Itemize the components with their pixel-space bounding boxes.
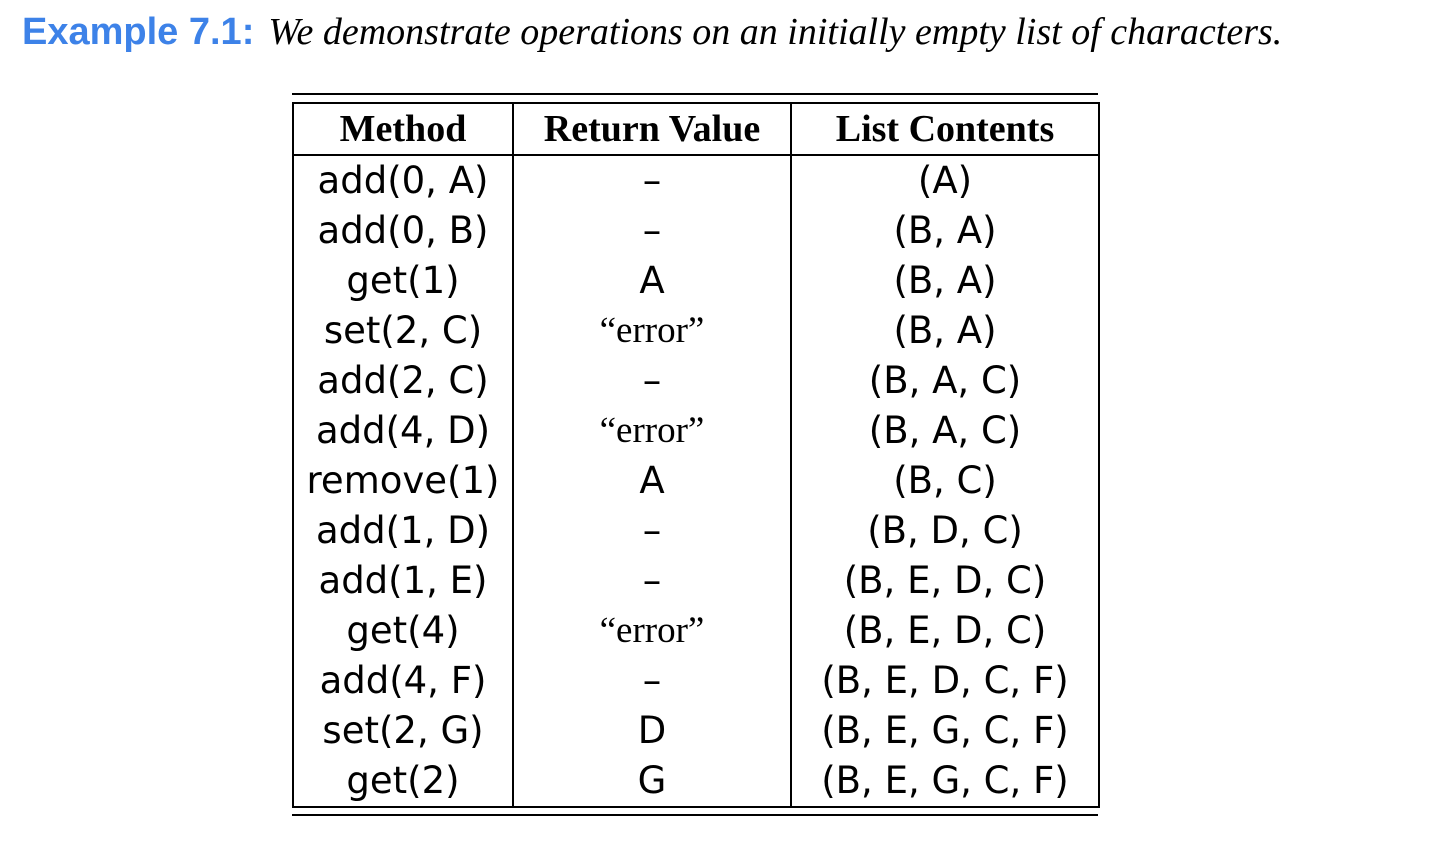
return-value-cell: – [512,155,792,206]
method-cell: remove(1) [292,456,514,506]
method-cell: add(4, F) [292,656,514,706]
method-cell: get(1) [292,256,514,306]
method-cell: set(2, G) [292,706,514,756]
list-contents-cell: (B, A) [790,306,1100,356]
list-contents-cell: (B, A) [790,256,1100,306]
operations-table: Method Return Value List Contents add(0,… [292,102,1100,808]
return-value-cell: A [512,456,792,506]
list-contents-cell: (B, A) [790,206,1100,256]
return-value-cell: – [512,206,792,256]
method-cell: add(0, A) [292,155,514,206]
table-header-row: Method Return Value List Contents [292,102,1100,156]
table-row: set(2, C) “error” (B, A) [292,306,1100,356]
method-cell: set(2, C) [292,306,514,356]
table-row: add(1, E) – (B, E, D, C) [292,556,1100,606]
table-top-rule [292,93,1098,95]
list-contents-cell: (B, E, D, C) [790,556,1100,606]
list-contents-cell: (B, E, D, C, F) [790,656,1100,706]
return-value-cell: – [512,556,792,606]
table-row: add(0, B) – (B, A) [292,206,1100,256]
table-bottom-rule [292,814,1098,816]
column-header-method: Method [292,102,514,156]
method-cell: add(0, B) [292,206,514,256]
list-contents-cell: (A) [790,155,1100,206]
method-cell: get(4) [292,606,514,656]
list-contents-cell: (B, A, C) [790,406,1100,456]
table-row: add(4, F) – (B, E, D, C, F) [292,656,1100,706]
column-header-list-contents: List Contents [790,102,1100,156]
method-cell: add(1, E) [292,556,514,606]
table-row: get(1) A (B, A) [292,256,1100,306]
table-row: add(0, A) – (A) [292,155,1100,206]
list-contents-cell: (B, E, G, C, F) [790,706,1100,756]
table-row: get(4) “error” (B, E, D, C) [292,606,1100,656]
return-value-cell: – [512,656,792,706]
return-value-cell: – [512,506,792,556]
list-contents-cell: (B, C) [790,456,1100,506]
return-value-cell: A [512,256,792,306]
return-value-cell: “error” [512,306,792,356]
table-row: get(2) G (B, E, G, C, F) [292,756,1100,808]
return-value-cell: “error” [512,606,792,656]
method-cell: get(2) [292,756,514,808]
method-cell: add(2, C) [292,356,514,406]
list-contents-cell: (B, E, G, C, F) [790,756,1100,808]
example-description: We demonstrate operations on an initiall… [268,11,1283,53]
return-value-cell: “error” [512,406,792,456]
table-row: add(4, D) “error” (B, A, C) [292,406,1100,456]
return-value-cell: G [512,756,792,808]
table-row: remove(1) A (B, C) [292,456,1100,506]
table-row: add(2, C) – (B, A, C) [292,356,1100,406]
table-row: add(1, D) – (B, D, C) [292,506,1100,556]
list-contents-cell: (B, D, C) [790,506,1100,556]
list-contents-cell: (B, E, D, C) [790,606,1100,656]
method-cell: add(4, D) [292,406,514,456]
example-label: Example 7.1: [22,11,255,53]
method-cell: add(1, D) [292,506,514,556]
return-value-cell: D [512,706,792,756]
table-row: set(2, G) D (B, E, G, C, F) [292,706,1100,756]
list-contents-cell: (B, A, C) [790,356,1100,406]
return-value-cell: – [512,356,792,406]
column-header-return-value: Return Value [512,102,792,156]
example-heading: Example 7.1: We demonstrate operations on… [22,8,1282,63]
table-body: add(0, A) – (A) add(0, B) – (B, A) get(1… [292,155,1100,808]
